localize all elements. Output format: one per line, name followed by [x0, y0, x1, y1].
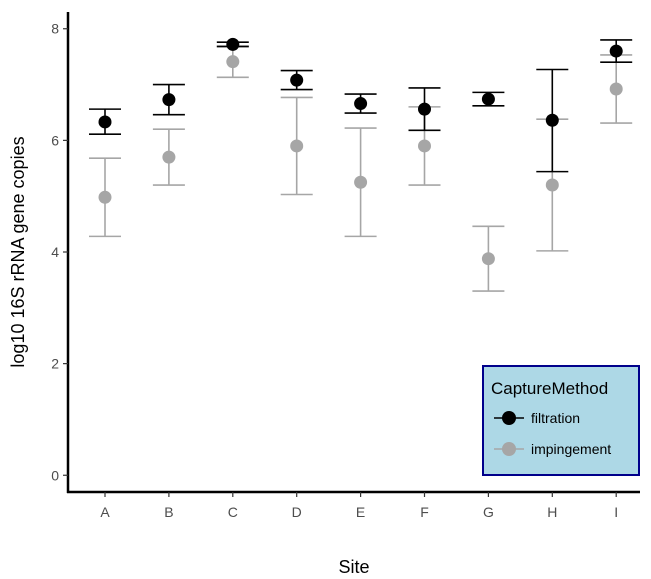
- impingement-point-G: [481, 252, 495, 266]
- x-tick-label-H: H: [547, 504, 557, 520]
- legend-key-point-impingement: [502, 442, 516, 456]
- y-tick-label-4: 4: [51, 244, 59, 260]
- x-tick-label-G: G: [483, 504, 494, 520]
- legend-title: CaptureMethod: [491, 379, 608, 398]
- y-tick-label-0: 0: [51, 467, 59, 483]
- x-axis: A B C D E F G H I: [100, 492, 618, 520]
- filtration-point-F: [418, 102, 431, 116]
- x-tick-label-D: D: [292, 504, 302, 520]
- y-tick-label-2: 2: [51, 356, 59, 372]
- legend-label-impingement: impingement: [531, 441, 611, 457]
- x-tick-label-I: I: [614, 504, 618, 520]
- impingement-point-H: [545, 178, 559, 192]
- series-impingement: [89, 45, 633, 292]
- x-axis-title: Site: [338, 557, 369, 577]
- x-tick-label-F: F: [420, 504, 429, 520]
- x-tick-label-A: A: [100, 504, 110, 520]
- legend-label-filtration: filtration: [531, 410, 580, 426]
- impingement-point-B: [162, 150, 176, 164]
- x-tick-label-C: C: [228, 504, 238, 520]
- filtration-point-A: [98, 115, 112, 129]
- impingement-point-I: [609, 82, 623, 96]
- y-axis: 0 2 4 6 8: [51, 21, 68, 483]
- filtration-point-E: [354, 97, 368, 111]
- filtration-point-D: [290, 73, 304, 87]
- filtration-point-H: [545, 113, 559, 127]
- filtration-point-G: [481, 92, 495, 106]
- filtration-point-B: [162, 93, 176, 107]
- plot-area: [89, 37, 633, 292]
- series-filtration: [89, 37, 633, 173]
- y-tick-label-8: 8: [51, 21, 59, 37]
- x-tick-label-E: E: [356, 504, 365, 520]
- impingement-point-C: [226, 55, 240, 69]
- impingement-point-F: [418, 139, 431, 153]
- filtration-point-I: [609, 44, 623, 58]
- impingement-point-A: [98, 190, 112, 204]
- filtration-point-C: [226, 37, 240, 51]
- x-tick-label-B: B: [164, 504, 173, 520]
- y-tick-label-6: 6: [51, 132, 59, 148]
- legend: CaptureMethod filtration impingement: [482, 365, 640, 476]
- impingement-point-E: [354, 175, 368, 189]
- legend-key-point-filtration: [502, 411, 516, 425]
- impingement-point-D: [290, 139, 304, 153]
- y-axis-title: log10 16S rRNA gene copies: [8, 136, 28, 367]
